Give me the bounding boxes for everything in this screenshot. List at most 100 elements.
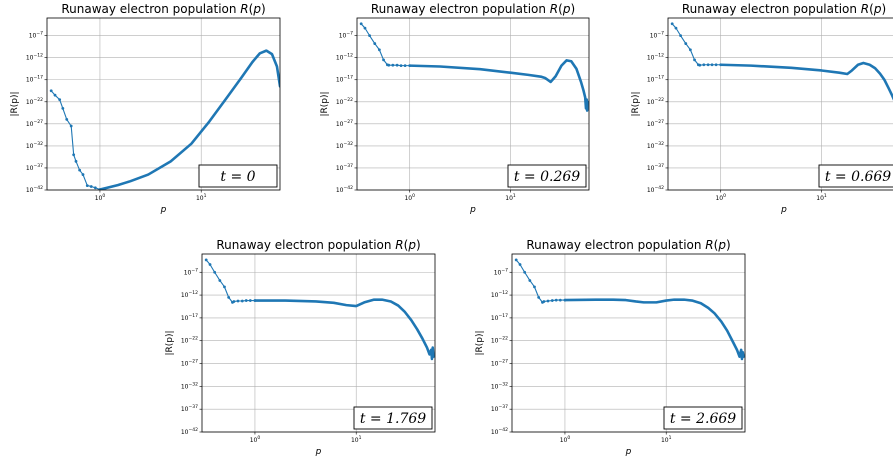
data-point — [373, 42, 377, 45]
y-tick-label: 10−37 — [491, 404, 508, 413]
x-tick-label: 101 — [661, 435, 672, 444]
y-tick-label: 10−32 — [336, 141, 353, 150]
data-point — [244, 299, 248, 302]
data-point — [518, 263, 522, 266]
plot-area — [512, 254, 745, 432]
y-axis-label: |R(p)| — [165, 330, 175, 355]
data-point — [387, 63, 391, 67]
data-point — [523, 270, 527, 274]
y-tick-label: 10−17 — [647, 75, 664, 84]
y-tick-label: 10−37 — [26, 163, 43, 172]
time-annotation-box — [198, 164, 278, 188]
series-line — [719, 61, 893, 101]
x-tick-label: 100 — [715, 193, 726, 202]
chart-title: Runaway electron population R(p) — [216, 238, 420, 252]
y-tick-label: 10−37 — [181, 404, 198, 413]
data-point — [81, 173, 85, 176]
series-group — [49, 49, 280, 190]
x-tick-label: 100 — [95, 193, 106, 202]
data-point — [85, 184, 89, 187]
x-axis-label: p — [315, 447, 322, 457]
series-line — [98, 49, 280, 190]
data-point — [227, 295, 231, 299]
chart-panel-1: 10−7 10−12 10−17 10−22 10−27 10−32 10−37 10−42 1… — [10, 2, 281, 215]
data-point — [688, 48, 692, 52]
x-axis-label: p — [160, 205, 167, 215]
data-point — [391, 63, 395, 67]
data-point — [702, 63, 706, 67]
y-axis-label: |R(p)| — [475, 330, 485, 355]
data-point — [218, 279, 222, 282]
series-group — [514, 258, 745, 361]
y-tick-label: 10−22 — [336, 97, 353, 106]
series-line — [408, 59, 589, 112]
data-point — [58, 98, 62, 101]
time-annotation: t = 0 — [220, 169, 255, 185]
data-point — [542, 300, 546, 303]
data-point — [710, 63, 714, 67]
data-point — [533, 285, 536, 289]
data-point — [240, 299, 244, 303]
time-annotation: t = 2.669 — [670, 411, 736, 427]
data-point — [684, 42, 688, 45]
x-axis-label: p — [625, 447, 632, 457]
y-tick-label: 10−37 — [336, 163, 353, 172]
data-point — [232, 300, 236, 303]
y-tick-label: 10−27 — [26, 119, 43, 128]
y-tick-label: 10−12 — [491, 290, 508, 299]
time-annotation: t = 0.269 — [514, 169, 580, 185]
y-tick-label: 10−12 — [336, 53, 353, 62]
y-tick-label: 10−27 — [647, 119, 664, 128]
data-point — [363, 26, 367, 30]
data-point — [514, 258, 518, 262]
data-point — [53, 93, 57, 97]
plot-area — [202, 254, 435, 432]
y-tick-label: 10−7 — [650, 31, 664, 40]
data-point — [223, 285, 226, 289]
x-axis-label: p — [469, 205, 476, 215]
y-tick-label: 10−42 — [181, 427, 198, 436]
x-tick-label: 100 — [560, 435, 571, 444]
series-group — [204, 258, 435, 361]
y-axis-label: |R(p)| — [631, 91, 641, 116]
y-tick-label: 10−12 — [647, 53, 664, 62]
data-point — [368, 34, 371, 38]
x-tick-label: 101 — [196, 193, 207, 202]
data-point — [693, 58, 696, 62]
data-point — [670, 22, 674, 26]
y-tick-label: 10−7 — [339, 31, 353, 40]
data-point — [550, 299, 554, 302]
y-tick-label: 10−42 — [647, 185, 664, 194]
y-tick-label: 10−42 — [336, 185, 353, 194]
data-point — [706, 63, 710, 67]
y-tick-label: 10−12 — [26, 53, 43, 62]
chart-panel-3: 10−7 10−12 10−17 10−22 10−27 10−32 10−37 10−42 1… — [631, 2, 893, 215]
chart-panel-2: 10−7 10−12 10−17 10−22 10−27 10−32 10−37 10−42 1… — [320, 2, 590, 215]
time-annotation-box — [663, 406, 743, 430]
y-tick-label: 10−17 — [336, 75, 353, 84]
data-point — [554, 298, 558, 302]
y-tick-label: 10−22 — [491, 336, 508, 345]
y-tick-label: 10−17 — [26, 75, 43, 84]
y-tick-label: 10−42 — [491, 427, 508, 436]
data-point — [69, 124, 73, 128]
series-line — [563, 298, 745, 361]
time-annotation-box — [507, 164, 587, 188]
series-group — [670, 22, 893, 101]
data-point — [204, 258, 208, 262]
chart-title: Runaway electron population R(p) — [526, 238, 730, 252]
y-axis-label: |R(p)| — [10, 91, 20, 116]
axes-frame — [667, 17, 893, 191]
x-tick-label: 100 — [404, 193, 415, 202]
data-point — [382, 58, 385, 62]
data-point — [65, 118, 69, 121]
data-point — [208, 263, 212, 266]
x-tick-label: 101 — [816, 193, 827, 202]
axes-frame — [201, 253, 436, 433]
y-tick-label: 10−12 — [181, 290, 198, 299]
axes-frame — [511, 253, 746, 433]
data-point — [537, 295, 541, 299]
y-tick-label: 10−22 — [647, 97, 664, 106]
data-point — [93, 186, 97, 190]
